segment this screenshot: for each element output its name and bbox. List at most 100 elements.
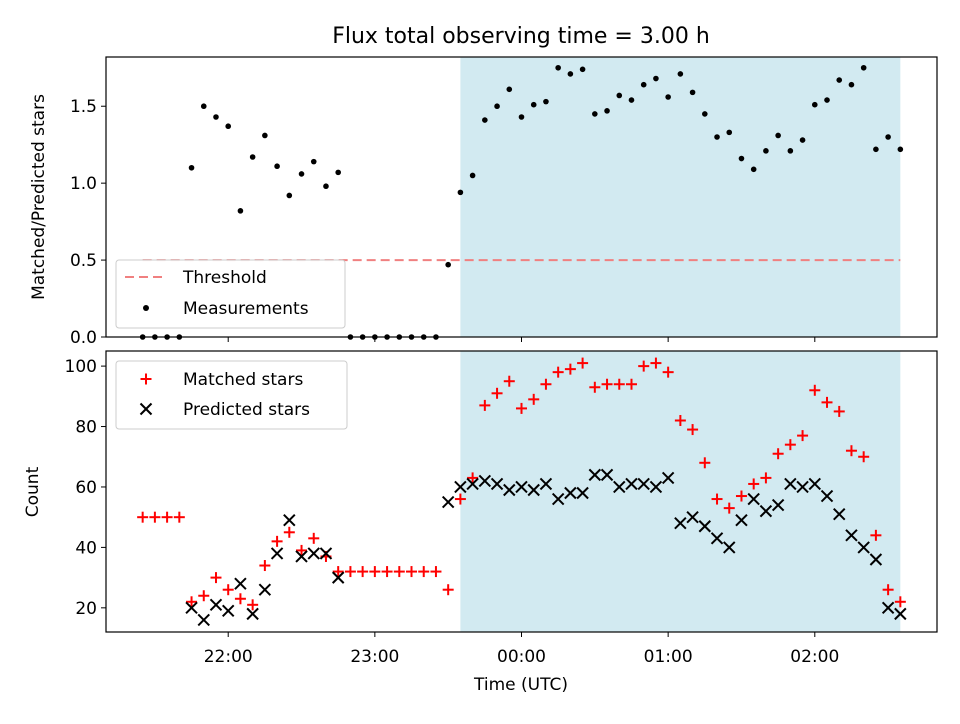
- measurement-point: [824, 97, 830, 103]
- predicted-star-marker: [869, 553, 883, 566]
- measurement-point: [506, 86, 513, 93]
- matched-star-marker: [430, 566, 442, 578]
- predicted-star-marker: [600, 468, 614, 482]
- matched-star-marker: [833, 405, 845, 417]
- measurement-point: [604, 108, 610, 114]
- top-ytick-label: 0.5: [70, 251, 97, 271]
- predicted-star-marker: [698, 520, 712, 533]
- measurement-point: [750, 166, 757, 173]
- matched-star-marker: [613, 378, 625, 390]
- matched-star-marker: [247, 599, 259, 611]
- matched-star-marker: [479, 399, 491, 411]
- matched-star-marker: [748, 478, 760, 490]
- measurement-point: [787, 148, 794, 154]
- predicted-star-marker: [185, 601, 198, 615]
- legend-predicted-label: Predicted stars: [183, 400, 310, 420]
- predicted-star-marker: [661, 471, 675, 485]
- predicted-star-marker: [454, 480, 467, 494]
- measurement-point: [225, 123, 232, 130]
- predicted-star-marker: [539, 477, 553, 491]
- matched-star-marker: [271, 535, 283, 547]
- matched-star-marker: [454, 493, 466, 505]
- measurement-point: [482, 117, 488, 123]
- predicted-star-marker: [588, 468, 602, 482]
- predicted-star-marker: [637, 477, 650, 491]
- top-ytick-label: 0.0: [70, 328, 97, 348]
- measurement-point: [897, 146, 904, 153]
- measurement-point: [286, 192, 293, 199]
- measurement-point: [616, 92, 623, 99]
- measurement-point: [848, 81, 855, 88]
- measurement-point: [628, 97, 635, 103]
- matched-star-marker: [283, 526, 295, 538]
- matched-star-marker: [198, 590, 210, 602]
- matched-star-marker: [540, 378, 552, 390]
- measurement-point: [714, 134, 720, 140]
- predicted-star-marker: [674, 517, 687, 530]
- bottom-xtick-label: 23:00: [350, 647, 399, 667]
- measurement-point: [530, 101, 537, 108]
- top-ytick-label: 1.5: [70, 97, 97, 117]
- matched-star-marker: [161, 511, 173, 523]
- measurement-point: [640, 81, 647, 88]
- predicted-star-marker: [735, 513, 748, 527]
- predicted-star-marker: [747, 492, 760, 506]
- measurement-point: [811, 101, 818, 108]
- measurement-point: [836, 77, 843, 83]
- measurement-point: [274, 163, 280, 170]
- legend-measurements-swatch: [143, 305, 149, 311]
- predicted-star-marker: [894, 607, 907, 621]
- matched-star-marker: [491, 387, 503, 399]
- predicted-star-marker: [441, 495, 455, 509]
- predicted-star-marker: [784, 477, 797, 491]
- measurement-point: [237, 208, 244, 214]
- matched-star-marker: [735, 490, 747, 502]
- predicted-star-marker: [808, 477, 822, 491]
- matched-star-marker: [332, 566, 344, 578]
- measurement-point: [335, 169, 341, 176]
- matched-star-marker: [845, 445, 857, 457]
- predicted-star-marker: [270, 547, 284, 560]
- measurement-point: [249, 154, 256, 160]
- matched-star-marker: [894, 596, 906, 608]
- matched-star-marker: [393, 566, 405, 578]
- predicted-star-marker: [246, 607, 259, 621]
- predicted-star-marker: [234, 577, 247, 590]
- measurement-point: [200, 103, 207, 110]
- predicted-star-marker: [331, 571, 345, 584]
- measurement-point: [518, 114, 525, 120]
- legend-matched-swatch: [140, 373, 152, 385]
- matched-star-marker: [296, 544, 308, 556]
- top-axes-frame: [105, 56, 938, 338]
- predicted-star-marker: [625, 477, 638, 491]
- chart-title: Flux total observing time = 3.00 h: [332, 24, 710, 49]
- matched-star-marker: [674, 414, 686, 426]
- matched-star-marker: [784, 439, 796, 451]
- measurement-point: [555, 64, 561, 71]
- matched-star-marker: [699, 457, 711, 469]
- measurement-point: [726, 129, 733, 136]
- measurement-point: [298, 171, 305, 177]
- measurement-point: [860, 64, 867, 71]
- measurement-point: [213, 114, 219, 120]
- matched-star-marker: [259, 560, 271, 572]
- matched-star-marker: [577, 357, 589, 369]
- measurement-point: [653, 75, 659, 82]
- predicted-star-marker: [833, 507, 846, 521]
- matched-star-marker: [210, 572, 222, 584]
- measurement-point: [885, 134, 891, 140]
- bottom-xlabel: Time (UTC): [473, 675, 568, 695]
- measurement-point: [323, 183, 329, 190]
- top-ytick-label: 1.0: [70, 174, 97, 194]
- predicted-star-marker: [515, 480, 528, 494]
- matched-star-marker: [870, 529, 882, 541]
- matched-star-marker: [858, 451, 870, 463]
- predicted-star-marker: [466, 477, 479, 491]
- bottom-legend-box: [115, 360, 348, 430]
- matched-star-marker: [809, 384, 821, 396]
- legend-threshold-label: Threshold: [182, 268, 267, 288]
- matched-star-marker: [564, 363, 576, 375]
- matched-star-marker: [882, 584, 894, 596]
- measurement-point: [543, 98, 549, 105]
- predicted-star-marker: [307, 547, 320, 560]
